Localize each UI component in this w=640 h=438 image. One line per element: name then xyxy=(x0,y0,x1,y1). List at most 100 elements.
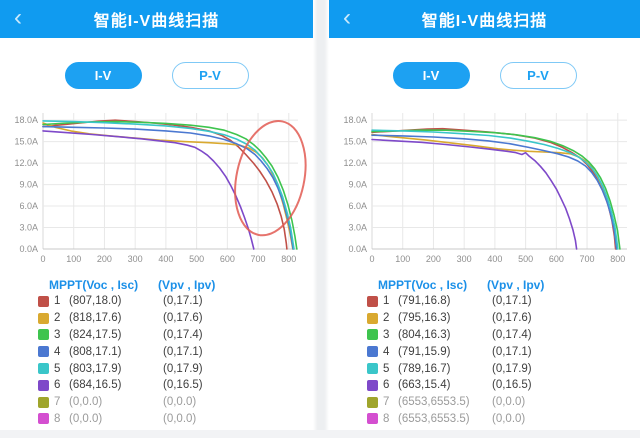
svg-text:400: 400 xyxy=(487,254,502,263)
svg-text:15.0A: 15.0A xyxy=(343,137,367,147)
tab-iv[interactable]: I-V xyxy=(392,62,470,89)
svg-text:100: 100 xyxy=(395,254,410,263)
legend-row: 7 (0,0.0) (0,0.0) xyxy=(0,394,313,411)
vpv-ipv-value: (0,17.9) xyxy=(492,362,532,375)
svg-text:800: 800 xyxy=(610,254,625,263)
legend-row: 5 (789,16.7) (0,17.9) xyxy=(329,360,640,377)
legend-col2-header: (Vpv , Ipv) xyxy=(158,277,216,292)
vpv-ipv-value: (0,0.0) xyxy=(163,396,197,409)
vpv-ipv-value: (0,17.4) xyxy=(163,328,203,341)
iv-chart-svg: 0 100 200 300 400 500 600 700 800 0.0A 3.0A 6.0A 9.0… xyxy=(343,113,627,264)
voc-isc-value: (791,16.8) xyxy=(398,295,451,308)
svg-text:200: 200 xyxy=(97,254,112,263)
svg-text:300: 300 xyxy=(457,254,472,263)
back-chevron-icon[interactable]: ‹ xyxy=(14,4,22,32)
voc-isc-value: (803,17.9) xyxy=(69,362,122,375)
voc-isc-value: (807,18.0) xyxy=(69,295,122,308)
iv-curve-chart: 0 100 200 300 400 500 600 700 800 0.0A 3.0A 6.0A 9.0… xyxy=(329,103,640,268)
legend-row: 8 (0,0.0) (0,0.0) xyxy=(0,411,313,428)
series-color-swatch xyxy=(38,413,49,425)
series-index: 1 xyxy=(54,295,61,308)
voc-isc-value: (0,0.0) xyxy=(69,396,103,409)
voc-isc-value: (795,16.3) xyxy=(398,312,451,325)
svg-text:700: 700 xyxy=(580,254,595,263)
legend-table: MPPT(Voc , Isc) (Vpv , Ipv) 1 (807,18.0) (… xyxy=(0,276,313,427)
series-index: 3 xyxy=(383,328,390,341)
vpv-ipv-value: (0,17.1) xyxy=(492,295,532,308)
tab-pv[interactable]: P-V xyxy=(499,62,577,89)
panel-divider xyxy=(313,0,329,438)
svg-text:300: 300 xyxy=(128,254,143,263)
svg-text:15.0A: 15.0A xyxy=(14,137,38,147)
series-index: 2 xyxy=(54,312,61,325)
svg-text:6.0A: 6.0A xyxy=(348,201,367,211)
vpv-ipv-value: (0,17.1) xyxy=(492,345,532,358)
tab-bar: I-V P-V xyxy=(329,62,640,89)
iv-curve-chart: 0 100 200 300 400 500 600 700 800 0.0A 3.0A 6.0A 9.0… xyxy=(0,103,313,268)
vpv-ipv-value: (0,16.5) xyxy=(492,379,532,392)
series-index: 5 xyxy=(54,362,61,375)
legend-row: 1 (807,18.0) (0,17.1) xyxy=(0,293,313,310)
series-index: 6 xyxy=(54,379,61,392)
app-header: ‹ 智能I-V曲线扫描 xyxy=(0,0,313,38)
series-index: 6 xyxy=(383,379,390,392)
back-chevron-icon[interactable]: ‹ xyxy=(343,4,351,32)
series-color-swatch xyxy=(367,295,378,307)
legend-row: 8 (6553,6553.5) (0,0.0) xyxy=(329,411,640,428)
svg-text:700: 700 xyxy=(251,254,266,263)
vpv-ipv-value: (0,17.6) xyxy=(492,312,532,325)
legend-row: 3 (804,16.3) (0,17.4) xyxy=(329,327,640,344)
svg-text:9.0A: 9.0A xyxy=(19,179,38,189)
series-color-swatch xyxy=(38,379,49,391)
legend-row: 2 (795,16.3) (0,17.6) xyxy=(329,310,640,327)
voc-isc-value: (663,15.4) xyxy=(398,379,451,392)
panel-right: ‹ 智能I-V曲线扫描 I-V P-V 0 100 200 300 400 500 600 7… xyxy=(329,0,640,438)
panel-left: ‹ 智能I-V曲线扫描 I-V P-V 0 100 200 300 400 500 600 7… xyxy=(0,0,313,438)
series-color-swatch xyxy=(38,363,49,375)
legend-col1-header: MPPT(Voc , Isc) xyxy=(378,277,468,292)
page-title: 智能I-V曲线扫描 xyxy=(93,13,220,30)
legend-col1-header: MPPT(Voc , Isc) xyxy=(49,277,139,292)
vpv-ipv-value: (0,17.9) xyxy=(163,362,203,375)
series-color-swatch xyxy=(38,295,49,307)
svg-text:3.0A: 3.0A xyxy=(19,222,38,232)
svg-text:500: 500 xyxy=(518,254,533,263)
tab-iv[interactable]: I-V xyxy=(64,62,142,89)
vpv-ipv-value: (0,17.4) xyxy=(492,328,532,341)
legend-row: 1 (791,16.8) (0,17.1) xyxy=(329,293,640,310)
tab-bar: I-V P-V xyxy=(0,62,313,89)
tab-pv[interactable]: P-V xyxy=(171,62,249,89)
svg-text:18.0A: 18.0A xyxy=(14,115,38,125)
vpv-ipv-value: (0,0.0) xyxy=(492,412,526,425)
svg-text:600: 600 xyxy=(549,254,564,263)
series-index: 5 xyxy=(383,362,390,375)
bottom-strip xyxy=(0,430,640,438)
legend-header-row: MPPT(Voc , Isc) (Vpv , Ipv) xyxy=(0,276,313,293)
voc-isc-value: (0,0.0) xyxy=(69,412,103,425)
series-index: 7 xyxy=(383,396,390,409)
voc-isc-value: (824,17.5) xyxy=(69,328,122,341)
iv-chart-svg: 0 100 200 300 400 500 600 700 800 0.0A 3.0A 6.0A 9.0… xyxy=(14,113,307,264)
voc-isc-value: (6553,6553.5) xyxy=(398,396,470,409)
svg-text:9.0A: 9.0A xyxy=(348,179,367,189)
legend-row: 6 (684,16.5) (0,16.5) xyxy=(0,377,313,394)
svg-text:0.0A: 0.0A xyxy=(348,244,367,254)
svg-text:12.0A: 12.0A xyxy=(14,158,38,168)
vpv-ipv-value: (0,17.6) xyxy=(163,312,203,325)
legend-row: 4 (791,15.9) (0,17.1) xyxy=(329,343,640,360)
series-index: 8 xyxy=(383,412,390,425)
legend-row: 2 (818,17.6) (0,17.6) xyxy=(0,310,313,327)
series-index: 4 xyxy=(54,345,61,358)
svg-text:18.0A: 18.0A xyxy=(343,115,367,125)
series-color-swatch xyxy=(367,329,378,341)
legend-rows: 1 (791,16.8) (0,17.1) 2 (795,16.3) (0,17.6) 3 (… xyxy=(329,293,640,427)
legend-row: 6 (663,15.4) (0,16.5) xyxy=(329,377,640,394)
svg-text:3.0A: 3.0A xyxy=(348,222,367,232)
svg-text:100: 100 xyxy=(66,254,81,263)
legend-row: 7 (6553,6553.5) (0,0.0) xyxy=(329,394,640,411)
series-color-swatch xyxy=(367,413,378,425)
series-color-swatch xyxy=(367,346,378,358)
legend-row: 5 (803,17.9) (0,17.9) xyxy=(0,360,313,377)
series-color-swatch xyxy=(38,396,49,408)
legend-rows: 1 (807,18.0) (0,17.1) 2 (818,17.6) (0,17.6) 3 (… xyxy=(0,293,313,427)
